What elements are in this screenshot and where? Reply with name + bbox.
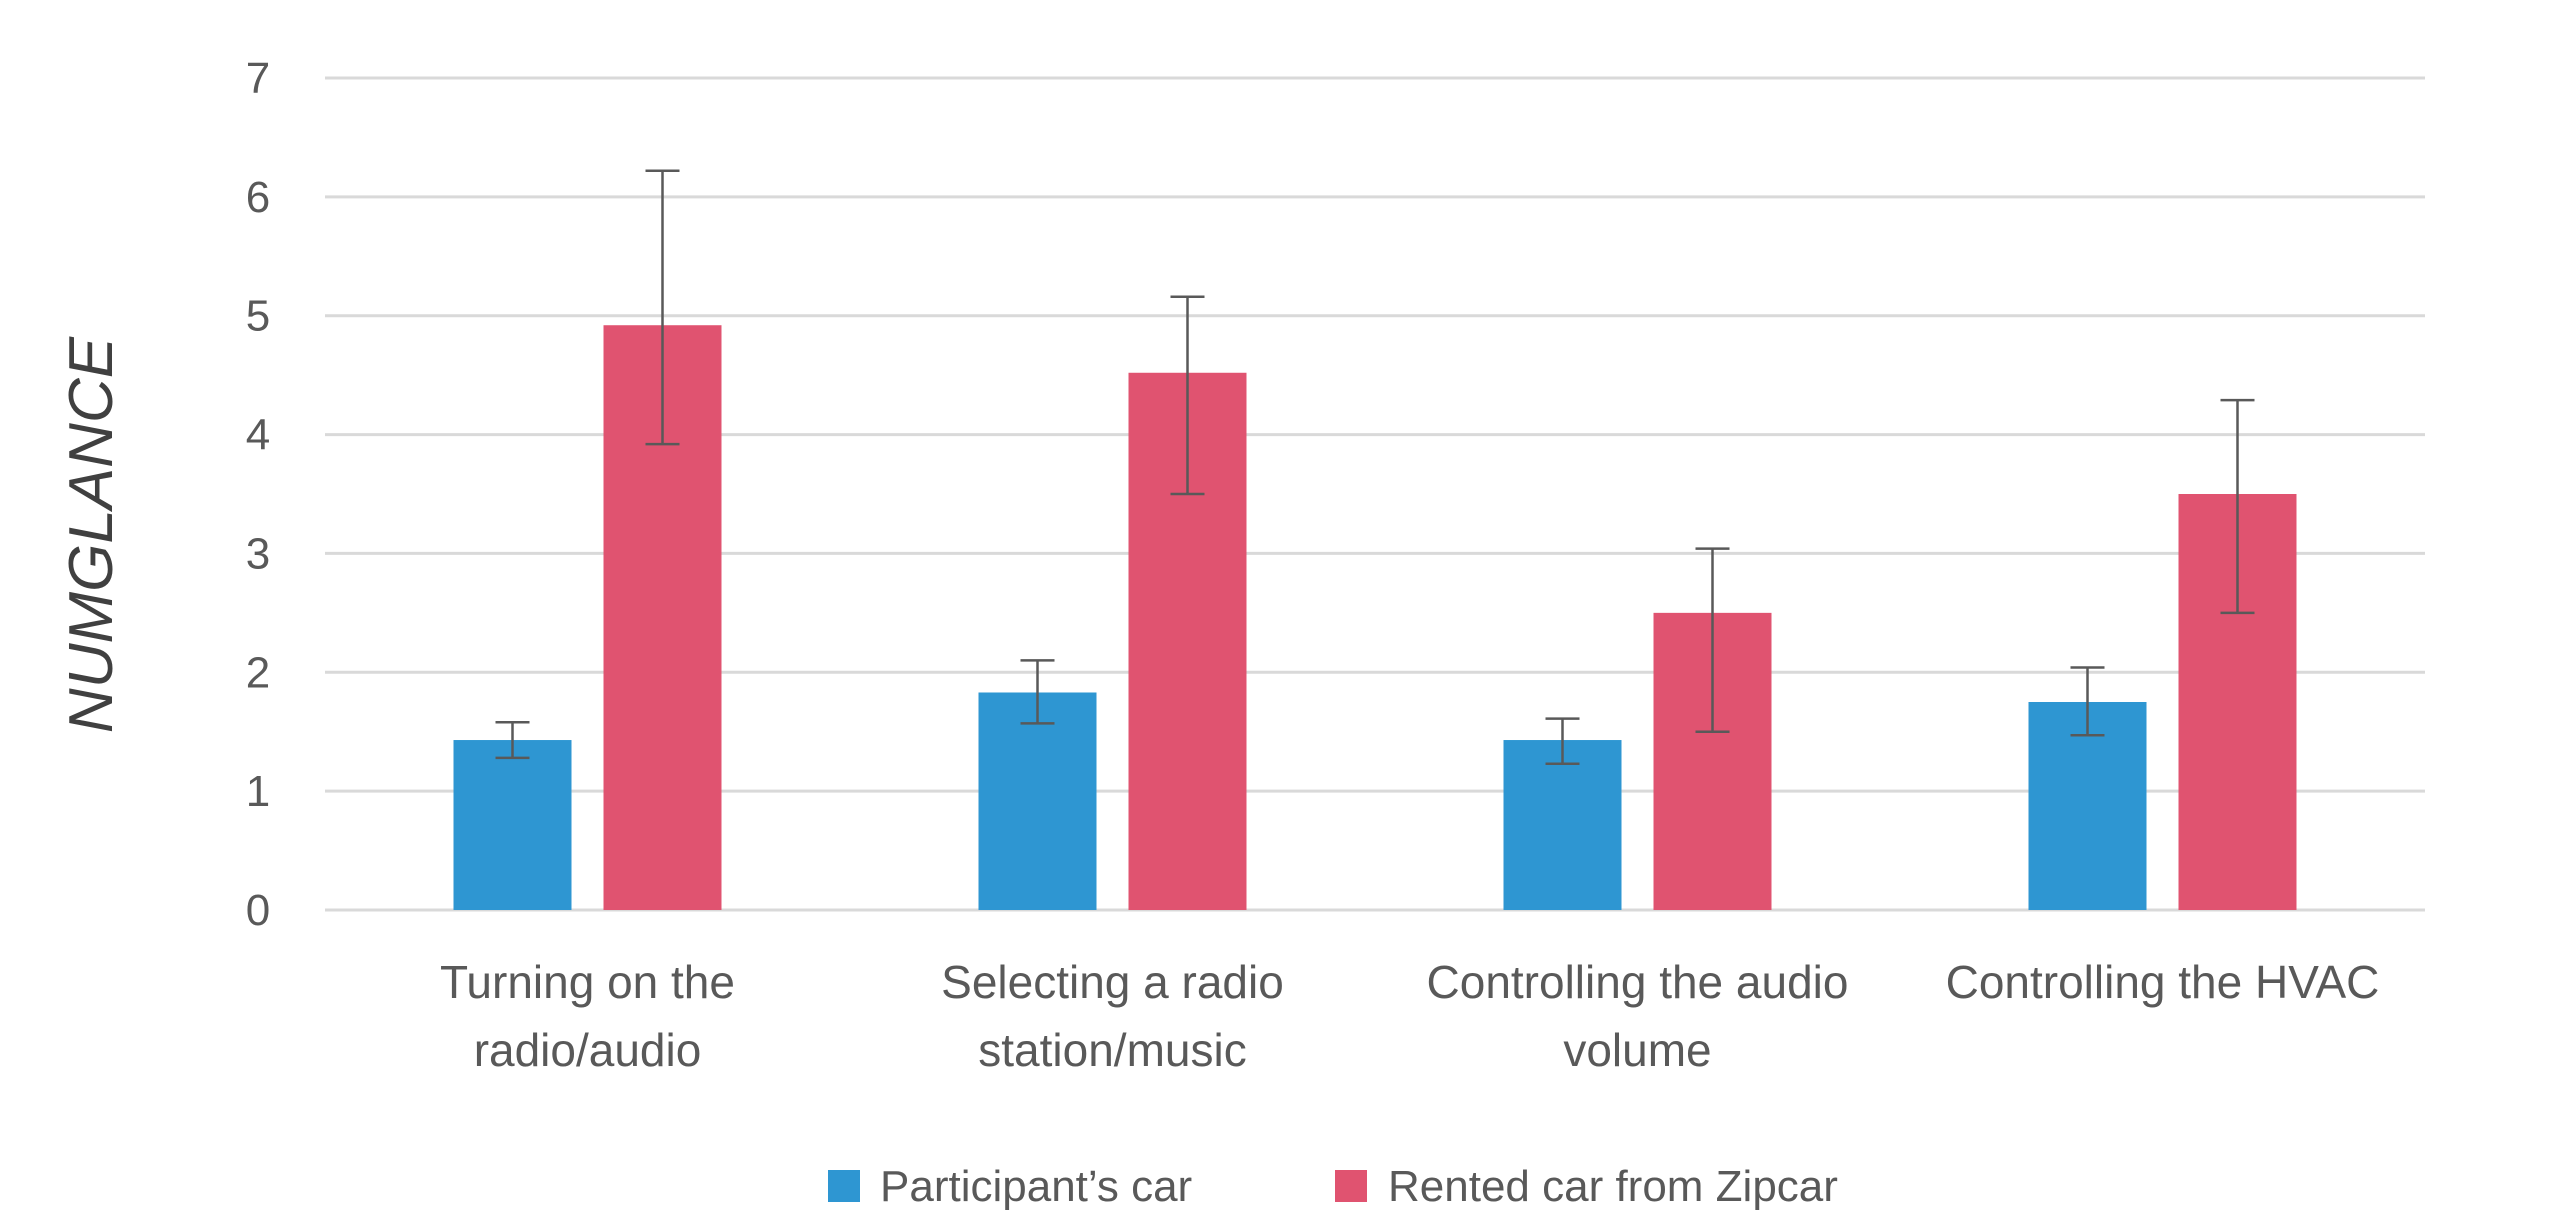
y-tick-label: 4 (246, 411, 270, 460)
y-tick-label: 7 (246, 54, 270, 103)
y-axis-tick-labels: 0 1 2 3 4 5 6 7 (246, 54, 270, 935)
x-category-label-line: volume (1563, 1024, 1711, 1076)
legend-swatch-participants-car (828, 1170, 860, 1202)
y-tick-label: 3 (246, 529, 270, 578)
bar-participants-car-2 (1503, 740, 1622, 910)
y-tick-label: 2 (246, 648, 270, 697)
legend-label-rented-car: Rented car from Zipcar (1388, 1162, 1838, 1211)
legend-swatch-rented-car (1335, 1170, 1367, 1202)
x-category-label: Controlling the HVAC (1946, 956, 2380, 1008)
x-category-label-line: station/music (978, 1024, 1246, 1076)
x-category-label-line: Controlling the audio (1427, 956, 1849, 1008)
y-tick-label: 6 (246, 173, 270, 222)
bar-participants-car-1 (978, 692, 1097, 910)
x-category-label-line: Selecting a radio (941, 956, 1284, 1008)
legend: Participant’s car Rented car from Zipcar (828, 1162, 1838, 1211)
y-tick-label: 1 (246, 767, 270, 816)
legend-label-participants-car: Participant’s car (880, 1162, 1192, 1211)
x-category-label: Selecting a radio station/music (941, 956, 1284, 1076)
error-bars (495, 169, 2255, 766)
bar-participants-car-3 (2028, 702, 2147, 910)
x-category-label-line: radio/audio (474, 1024, 702, 1076)
y-axis-title: NUMGLANCE (57, 336, 126, 733)
x-category-label-line: Controlling the HVAC (1946, 956, 2380, 1008)
x-category-label-line: Turning on the (440, 956, 735, 1008)
y-tick-label: 5 (246, 292, 270, 341)
bars (453, 325, 2297, 910)
x-axis-category-labels: Turning on the radio/audio Selecting a rad… (440, 956, 2379, 1076)
x-category-label: Controlling the audio volume (1427, 956, 1849, 1076)
bar-participants-car-0 (453, 740, 572, 910)
x-category-label: Turning on the radio/audio (440, 956, 735, 1076)
y-tick-label: 0 (246, 886, 270, 935)
